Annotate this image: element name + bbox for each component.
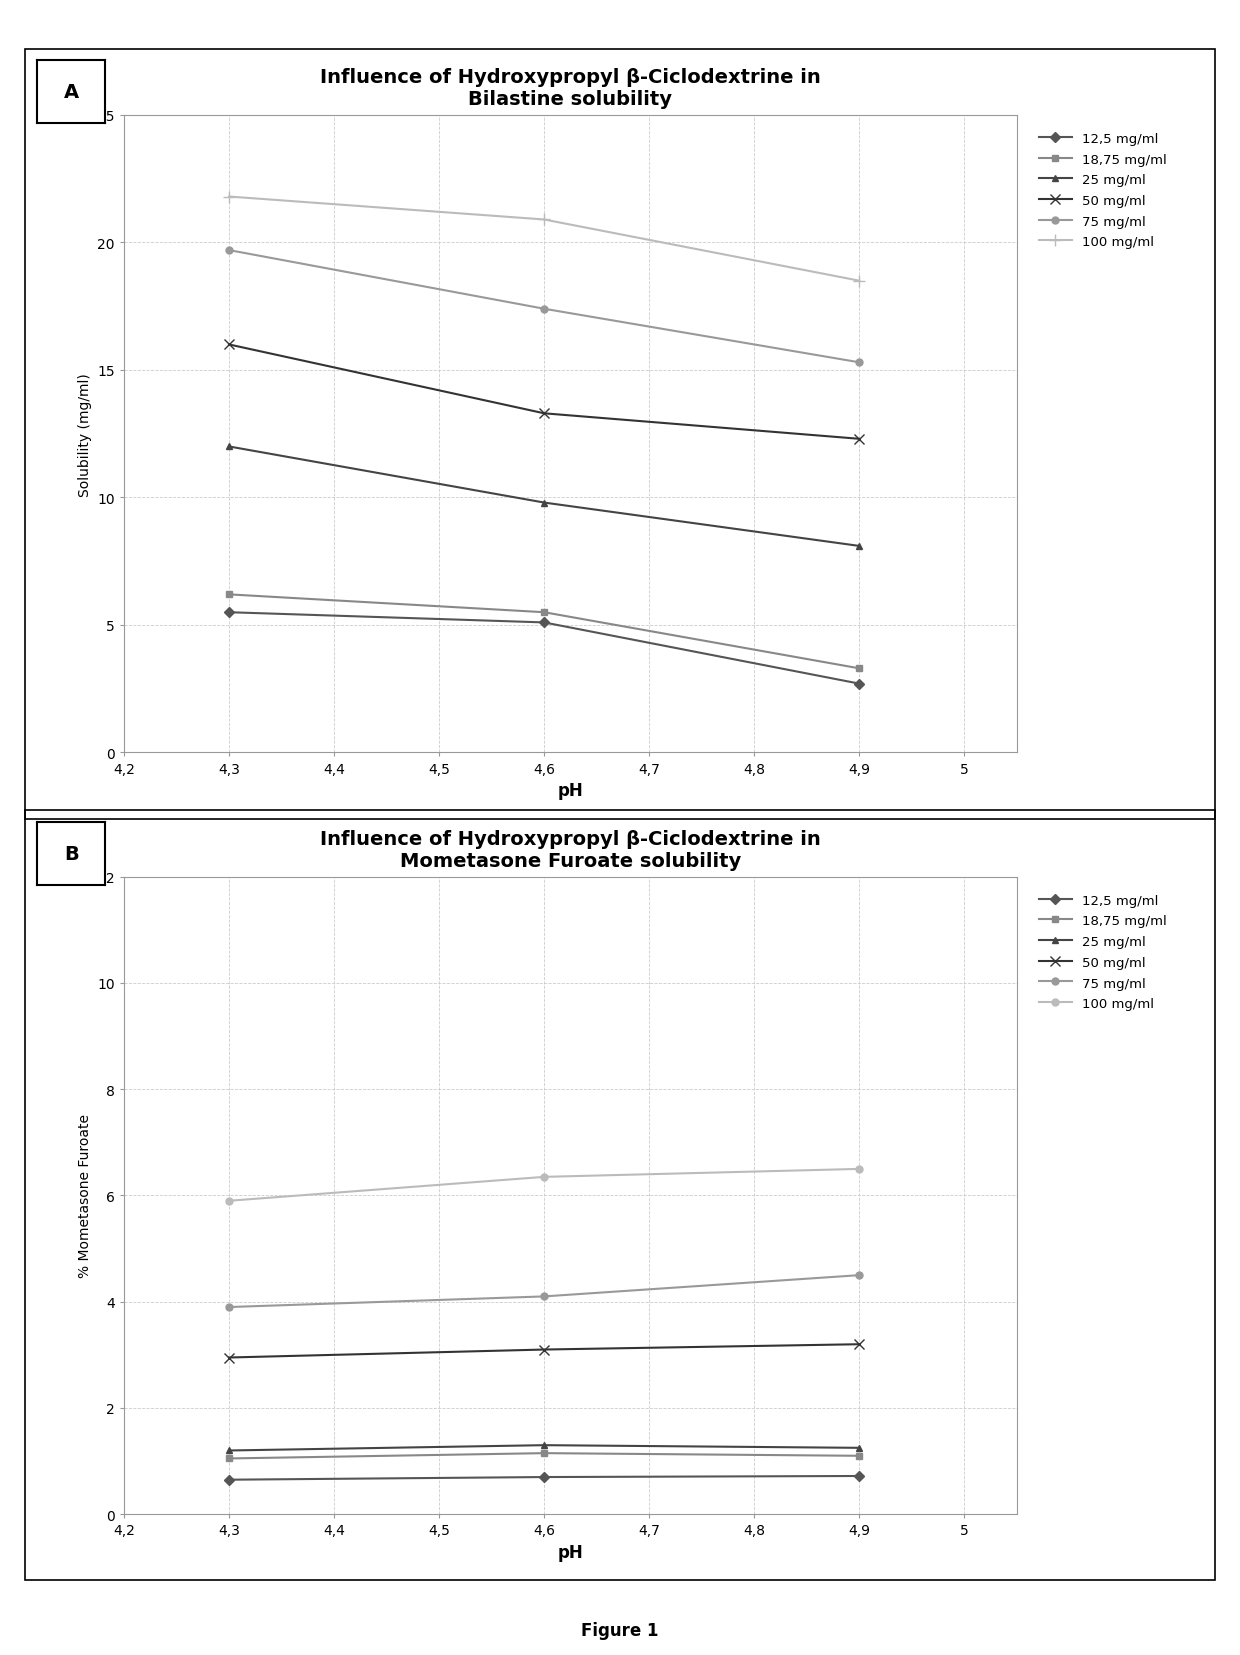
100 mg/ml <box>222 1192 237 1211</box>
Line: 12,5 mg/ml: 12,5 mg/ml <box>226 1473 863 1483</box>
12,5 mg/ml <box>537 612 552 632</box>
Line: 18,75 mg/ml: 18,75 mg/ml <box>226 1450 863 1461</box>
18,75 mg/ml <box>537 1443 552 1463</box>
25 mg/ml <box>852 1438 867 1458</box>
100 mg/ml <box>852 1158 867 1178</box>
12,5 mg/ml <box>852 1466 867 1486</box>
25 mg/ml <box>537 493 552 513</box>
18,75 mg/ml <box>852 659 867 679</box>
X-axis label: pH: pH <box>558 781 583 799</box>
Line: 25 mg/ml: 25 mg/ml <box>226 1442 863 1455</box>
25 mg/ml <box>537 1435 552 1455</box>
Legend: 12,5 mg/ml, 18,75 mg/ml, 25 mg/ml, 50 mg/ml, 75 mg/ml, 100 mg/ml: 12,5 mg/ml, 18,75 mg/ml, 25 mg/ml, 50 mg… <box>1034 890 1171 1015</box>
25 mg/ml <box>222 437 237 457</box>
Line: 18,75 mg/ml: 18,75 mg/ml <box>226 591 863 672</box>
75 mg/ml <box>222 1298 237 1317</box>
50 mg/ml <box>537 404 552 424</box>
50 mg/ml <box>852 430 867 450</box>
Text: A: A <box>63 83 79 103</box>
100 mg/ml <box>222 187 237 207</box>
12,5 mg/ml <box>222 602 237 622</box>
50 mg/ml <box>222 1347 237 1367</box>
Line: 75 mg/ml: 75 mg/ml <box>226 248 863 366</box>
Title: Influence of Hydroxypropyl β-Ciclodextrine in
Mometasone Furoate solubility: Influence of Hydroxypropyl β-Ciclodextri… <box>320 829 821 871</box>
X-axis label: pH: pH <box>558 1542 583 1561</box>
18,75 mg/ml <box>852 1446 867 1466</box>
Line: 25 mg/ml: 25 mg/ml <box>226 444 863 549</box>
25 mg/ml <box>852 536 867 556</box>
75 mg/ml <box>537 1286 552 1306</box>
Line: 50 mg/ml: 50 mg/ml <box>224 341 864 445</box>
12,5 mg/ml <box>537 1468 552 1488</box>
Line: 100 mg/ml: 100 mg/ml <box>223 192 864 286</box>
75 mg/ml <box>222 242 237 261</box>
50 mg/ml <box>852 1334 867 1354</box>
Line: 75 mg/ml: 75 mg/ml <box>226 1273 863 1311</box>
Text: Figure 1: Figure 1 <box>582 1622 658 1638</box>
75 mg/ml <box>537 300 552 319</box>
25 mg/ml <box>222 1440 237 1460</box>
50 mg/ml <box>222 336 237 356</box>
100 mg/ml <box>537 210 552 230</box>
Legend: 12,5 mg/ml, 18,75 mg/ml, 25 mg/ml, 50 mg/ml, 75 mg/ml, 100 mg/ml: 12,5 mg/ml, 18,75 mg/ml, 25 mg/ml, 50 mg… <box>1034 129 1171 253</box>
100 mg/ml <box>537 1167 552 1187</box>
18,75 mg/ml <box>222 586 237 606</box>
18,75 mg/ml <box>222 1448 237 1468</box>
100 mg/ml <box>852 271 867 291</box>
75 mg/ml <box>852 353 867 372</box>
Line: 12,5 mg/ml: 12,5 mg/ml <box>226 609 863 688</box>
Y-axis label: % Mometasone Furoate: % Mometasone Furoate <box>78 1114 92 1278</box>
18,75 mg/ml <box>537 602 552 622</box>
50 mg/ml <box>537 1341 552 1360</box>
Line: 50 mg/ml: 50 mg/ml <box>224 1339 864 1362</box>
Title: Influence of Hydroxypropyl β-Ciclodextrine in
Bilastine solubility: Influence of Hydroxypropyl β-Ciclodextri… <box>320 68 821 109</box>
75 mg/ml <box>852 1266 867 1286</box>
12,5 mg/ml <box>222 1470 237 1490</box>
12,5 mg/ml <box>852 674 867 693</box>
Text: B: B <box>64 844 78 864</box>
Line: 100 mg/ml: 100 mg/ml <box>226 1165 863 1205</box>
Y-axis label: Solubility (mg/ml): Solubility (mg/ml) <box>78 372 92 496</box>
